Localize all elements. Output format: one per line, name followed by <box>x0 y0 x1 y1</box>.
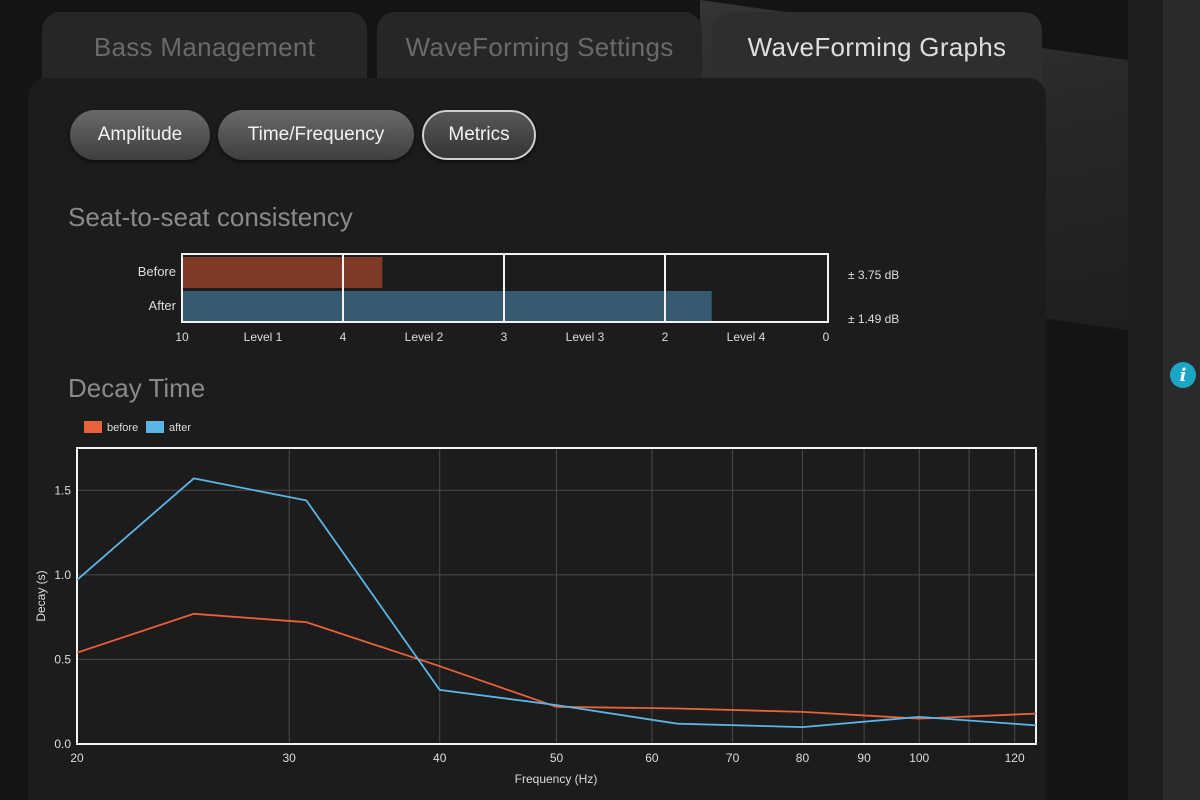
x-tick-label: 80 <box>796 751 810 765</box>
bar-before <box>182 257 383 288</box>
right-edge-strip <box>1128 0 1163 800</box>
y-tick-label: 1.0 <box>54 568 71 582</box>
x-tick-label: 120 <box>1005 751 1025 765</box>
x-tick-label: 40 <box>433 751 447 765</box>
decay-time-title: Decay Time <box>68 373 206 403</box>
info-icon[interactable]: i <box>1170 362 1196 388</box>
tab-waveforming-graphs[interactable]: WaveForming Graphs <box>712 12 1042 82</box>
y-tick-label: 0.5 <box>54 652 71 666</box>
y-axis-label: Decay (s) <box>34 570 48 621</box>
x-tick-label: 70 <box>726 751 740 765</box>
subtab-time-frequency[interactable]: Time/Frequency <box>218 110 414 160</box>
subtab-metrics[interactable]: Metrics <box>422 110 536 160</box>
x-axis-label: Frequency (Hz) <box>515 772 598 786</box>
level-label: Level 4 <box>727 330 766 344</box>
level-label: Level 2 <box>405 330 444 344</box>
row-label-after: After <box>149 298 177 313</box>
x-tick-label: 30 <box>283 751 297 765</box>
legend-label-after: after <box>169 422 191 434</box>
x-tick-label: 90 <box>857 751 871 765</box>
level-label: Level 1 <box>244 330 283 344</box>
tab-waveforming-settings[interactable]: WaveForming Settings <box>377 12 702 82</box>
legend-swatch-after <box>146 421 164 433</box>
tab-bass-management[interactable]: Bass Management <box>42 12 367 82</box>
x-tick-label: 50 <box>550 751 564 765</box>
boundary-tick: 10 <box>175 330 189 344</box>
series-line-after <box>76 477 1037 729</box>
x-tick-label: 20 <box>70 751 84 765</box>
decay-plot-frame <box>76 447 1037 745</box>
y-tick-label: 1.5 <box>54 483 71 497</box>
bar-after <box>182 291 712 322</box>
boundary-tick: 4 <box>340 330 347 344</box>
row-label-before: Before <box>138 264 176 279</box>
value-label-before: ± 3.75 dB <box>848 268 899 282</box>
decay-legend: before after <box>84 421 191 434</box>
seat-consistency-title: Seat-to-seat consistency <box>68 202 353 232</box>
x-tick-label: 100 <box>909 751 929 765</box>
level-label: Level 3 <box>566 330 605 344</box>
decay-time-chart: 20 30 40 50 60 70 80 90 100 120 0.0 0.5 1.0 1.5 Freq… <box>34 447 1037 786</box>
y-tick-label: 0.0 <box>54 737 71 751</box>
subtab-amplitude[interactable]: Amplitude <box>70 110 210 160</box>
value-label-after: ± 1.49 dB <box>848 312 899 326</box>
graphs-panel <box>28 78 1046 800</box>
seat-consistency-chart: Before After 10 4 3 2 0 Level 1 Level 2 … <box>138 253 899 344</box>
legend-label-before: before <box>107 422 138 434</box>
boundary-tick: 2 <box>662 330 669 344</box>
x-tick-label: 60 <box>645 751 659 765</box>
legend-swatch-before <box>84 421 102 433</box>
boundary-tick: 3 <box>501 330 508 344</box>
right-side-panel <box>1163 0 1200 800</box>
boundary-tick: 0 <box>823 330 830 344</box>
series-line-before <box>76 612 1037 720</box>
